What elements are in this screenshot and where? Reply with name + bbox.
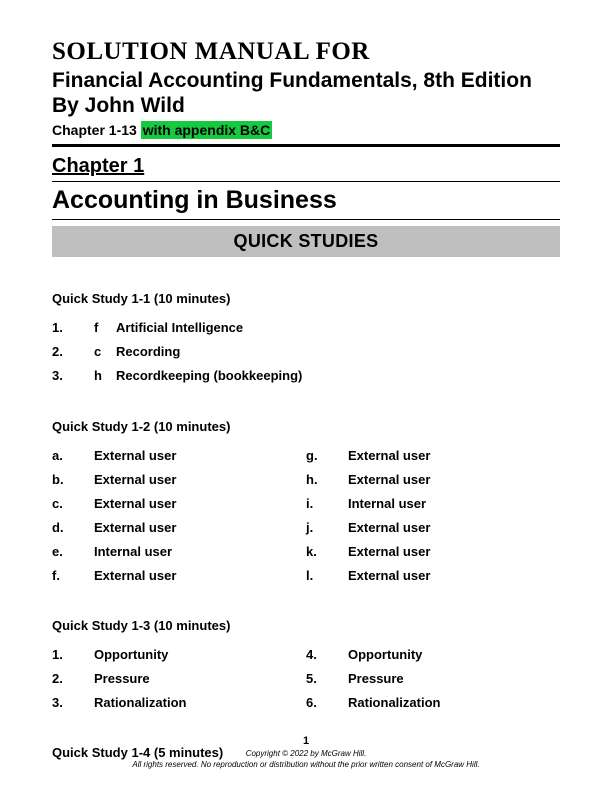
appendix-highlight: with appendix B&C bbox=[141, 121, 273, 139]
answer-text: Internal user bbox=[94, 540, 306, 564]
chapter-range: Chapter 1-13 with appendix B&C bbox=[52, 122, 560, 138]
answer-number: c. bbox=[52, 492, 94, 516]
answer-row: 2.cRecording bbox=[52, 340, 560, 364]
answer-number: h. bbox=[306, 468, 348, 492]
answer-text: Pressure bbox=[348, 667, 560, 691]
qs1-answers: 1.fArtificial Intelligence2.cRecording3.… bbox=[52, 316, 560, 388]
divider-thin-2 bbox=[52, 219, 560, 220]
answer-number: 6. bbox=[306, 691, 348, 715]
answer-number: 2. bbox=[52, 340, 94, 364]
answer-row: i.Internal user bbox=[306, 492, 560, 516]
answer-number: a. bbox=[52, 444, 94, 468]
answer-text: Pressure bbox=[94, 667, 306, 691]
answer-number: 2. bbox=[52, 667, 94, 691]
answer-text: External user bbox=[94, 492, 306, 516]
answer-row: b.External user bbox=[52, 468, 306, 492]
answer-text: External user bbox=[94, 516, 306, 540]
answer-row: c.External user bbox=[52, 492, 306, 516]
manual-title-line1: SOLUTION MANUAL FOR bbox=[52, 38, 560, 66]
answer-number: k. bbox=[306, 540, 348, 564]
qs2-title: Quick Study 1-2 (10 minutes) bbox=[52, 419, 560, 434]
answer-number: 4. bbox=[306, 643, 348, 667]
answer-row: 3.hRecordkeeping (bookkeeping) bbox=[52, 364, 560, 388]
answer-row: 1.fArtificial Intelligence bbox=[52, 316, 560, 340]
answer-text: External user bbox=[348, 444, 560, 468]
answer-row: 5.Pressure bbox=[306, 667, 560, 691]
answer-row: d.External user bbox=[52, 516, 306, 540]
answer-number: b. bbox=[52, 468, 94, 492]
answer-text: Internal user bbox=[348, 492, 560, 516]
answer-number: l. bbox=[306, 564, 348, 588]
answer-number: 1. bbox=[52, 643, 94, 667]
answer-text: Opportunity bbox=[348, 643, 560, 667]
rights-line: All rights reserved. No reproduction or … bbox=[132, 760, 479, 769]
answer-number: j. bbox=[306, 516, 348, 540]
answer-row: f.External user bbox=[52, 564, 306, 588]
copyright-line: Copyright © 2022 by McGraw Hill. bbox=[246, 749, 367, 758]
answer-row: a.External user bbox=[52, 444, 306, 468]
answer-text: Opportunity bbox=[94, 643, 306, 667]
chapter-label: Chapter 1 bbox=[52, 155, 560, 178]
answer-text: External user bbox=[348, 468, 560, 492]
answer-number: 3. bbox=[52, 691, 94, 715]
answer-text: External user bbox=[94, 444, 306, 468]
answer-text: External user bbox=[348, 516, 560, 540]
answer-number: d. bbox=[52, 516, 94, 540]
answer-number: e. bbox=[52, 540, 94, 564]
answer-row: l.External user bbox=[306, 564, 560, 588]
answer-text: Rationalization bbox=[348, 691, 560, 715]
answer-row: 3.Rationalization bbox=[52, 691, 306, 715]
answer-text: External user bbox=[348, 540, 560, 564]
chapter-range-prefix: Chapter 1-13 bbox=[52, 122, 141, 138]
answer-number: i. bbox=[306, 492, 348, 516]
answer-letter: h bbox=[94, 364, 116, 388]
page-footer: 1 Copyright © 2022 by McGraw Hill. All r… bbox=[0, 734, 612, 770]
chapter-title: Accounting in Business bbox=[52, 186, 560, 215]
qs3-title: Quick Study 1-3 (10 minutes) bbox=[52, 618, 560, 633]
answer-text: External user bbox=[94, 468, 306, 492]
answer-row: 2.Pressure bbox=[52, 667, 306, 691]
answer-number: f. bbox=[52, 564, 94, 588]
answer-text: External user bbox=[94, 564, 306, 588]
answer-text: Rationalization bbox=[94, 691, 306, 715]
qs3-answers: 1.Opportunity2.Pressure3.Rationalization… bbox=[52, 643, 560, 715]
page-number: 1 bbox=[0, 734, 612, 748]
answer-row: 6.Rationalization bbox=[306, 691, 560, 715]
answer-row: j.External user bbox=[306, 516, 560, 540]
manual-title-line2: Financial Accounting Fundamentals, 8th E… bbox=[52, 68, 560, 118]
answer-text: Artificial Intelligence bbox=[116, 316, 560, 340]
answer-text: External user bbox=[348, 564, 560, 588]
answer-text: Recordkeeping (bookkeeping) bbox=[116, 364, 560, 388]
answer-row: g.External user bbox=[306, 444, 560, 468]
qs1-title: Quick Study 1-1 (10 minutes) bbox=[52, 291, 560, 306]
answer-row: k.External user bbox=[306, 540, 560, 564]
section-band: QUICK STUDIES bbox=[52, 226, 560, 257]
qs2-answers: a.External userb.External userc.External… bbox=[52, 444, 560, 588]
answer-number: 1. bbox=[52, 316, 94, 340]
answer-letter: c bbox=[94, 340, 116, 364]
answer-letter: f bbox=[94, 316, 116, 340]
answer-number: g. bbox=[306, 444, 348, 468]
answer-row: h.External user bbox=[306, 468, 560, 492]
divider-thick-1 bbox=[52, 144, 560, 147]
answer-number: 3. bbox=[52, 364, 94, 388]
divider-thin-1 bbox=[52, 181, 560, 182]
answer-row: 1.Opportunity bbox=[52, 643, 306, 667]
answer-number: 5. bbox=[306, 667, 348, 691]
answer-row: 4.Opportunity bbox=[306, 643, 560, 667]
answer-text: Recording bbox=[116, 340, 560, 364]
answer-row: e.Internal user bbox=[52, 540, 306, 564]
